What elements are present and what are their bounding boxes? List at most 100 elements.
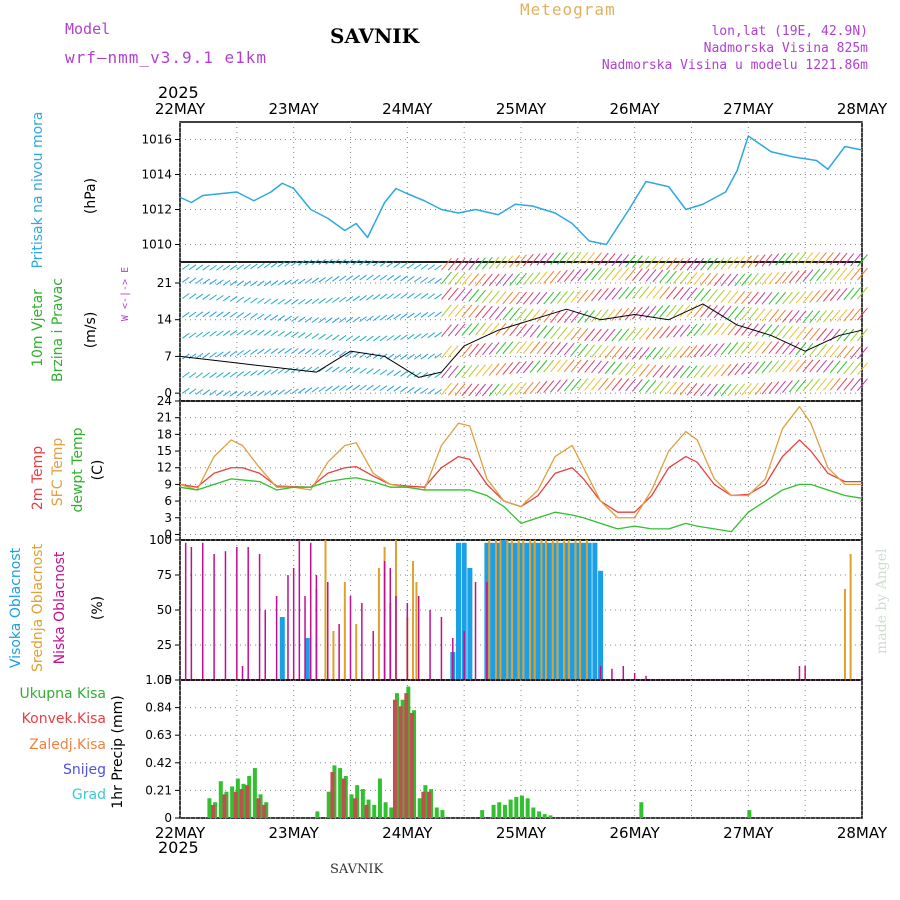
wind-barb: [570, 251, 582, 265]
wind-barb: [816, 268, 827, 282]
wind-barb: [447, 287, 459, 301]
wind-barb: [597, 267, 609, 281]
wind-barb: [366, 384, 374, 391]
wind-barb: [666, 381, 677, 395]
wind-barb: [686, 323, 698, 337]
cloud-bar: [574, 540, 577, 680]
wind-panel: 0 7 14 21: [157, 251, 868, 402]
cloud-bar: [575, 542, 581, 680]
wind-barb: [536, 359, 548, 373]
wind-barb: [550, 310, 561, 323]
wind-barb: [707, 364, 718, 378]
wind-barb: [277, 298, 286, 305]
wind-barb: [441, 287, 452, 300]
wind-barb: [850, 362, 862, 375]
wind-barb: [502, 273, 514, 287]
wind-barb: [481, 256, 493, 270]
cloud-bar: [507, 542, 513, 680]
cloud-bar: [324, 540, 327, 680]
wind-barb: [400, 292, 408, 299]
cloud-bar: [415, 582, 418, 680]
cloud-bar: [241, 666, 244, 680]
cloud-bar: [611, 668, 613, 680]
wind-barb: [495, 306, 507, 320]
wind-speed-line: [179, 303, 863, 378]
wind-barb: [556, 326, 568, 340]
wind-barb: [693, 288, 705, 301]
wind-barb: [604, 287, 616, 301]
wind-barb: [720, 290, 732, 303]
wind-barb: [393, 353, 401, 360]
y-tick-label: 1014: [141, 168, 172, 182]
wind-barb: [488, 342, 500, 355]
wind-barb: [570, 327, 582, 341]
wind-barb: [284, 315, 292, 322]
wind-barb: [734, 383, 746, 397]
wind-barb: [502, 362, 514, 375]
cloud-bar: [304, 638, 310, 680]
wind-barb: [645, 347, 657, 360]
wind-barb: [632, 327, 643, 341]
wind-barb: [250, 297, 258, 304]
wind-barb: [693, 272, 705, 286]
wind-barb: [488, 256, 500, 270]
wind-barb: [481, 342, 493, 356]
wind-barb: [468, 322, 480, 336]
wind-barb: [379, 314, 388, 321]
wind-barb: [822, 252, 834, 265]
wind-barb: [516, 382, 527, 396]
cloud-label-3: Niska Oblacnost: [52, 551, 68, 664]
wind-barb: [332, 334, 340, 341]
wind-barb: [597, 328, 609, 342]
pressure-label: Pritisak na nivou mora: [30, 111, 46, 268]
cloud-bar: [190, 547, 193, 680]
wind-barb: [775, 325, 786, 338]
wind-barb: [570, 359, 582, 373]
wind-barb: [297, 348, 306, 355]
cloud-bar: [440, 617, 443, 680]
wind-barb: [250, 263, 258, 270]
wind-barb: [386, 274, 395, 281]
wind-barb: [645, 326, 657, 340]
wind-barb: [768, 271, 780, 285]
wind-barb: [516, 308, 527, 321]
precip-bar: [537, 811, 542, 818]
wind-barb: [543, 309, 555, 323]
wind-barb: [795, 252, 807, 265]
cloud-bar: [488, 540, 491, 680]
wind-barb: [229, 280, 238, 286]
cloud-bar: [622, 666, 625, 680]
cloud-bar: [645, 675, 647, 680]
wind-barb: [829, 360, 841, 374]
wind-barb: [311, 277, 320, 284]
wind-barb: [659, 346, 671, 360]
wind-barb: [836, 377, 848, 391]
wind-barb: [468, 343, 480, 357]
wind-barb: [488, 383, 500, 397]
wind-barb: [604, 377, 616, 391]
wind-barb: [563, 378, 575, 392]
wind-barb: [468, 364, 480, 378]
wind-barb: [611, 378, 623, 391]
wind-barb: [181, 276, 190, 283]
wind-barb: [502, 341, 514, 355]
wind-barb: [700, 383, 711, 397]
wind-barb: [222, 371, 231, 378]
wind-barb: [222, 295, 231, 302]
cloud-bar: [412, 561, 415, 680]
wind-barb: [236, 349, 245, 356]
wind-barb: [686, 304, 698, 318]
wind-barb: [686, 287, 698, 301]
wind-barb: [291, 298, 299, 305]
wind-barb: [591, 267, 602, 281]
cloud-bar: [304, 596, 306, 680]
wind-barb: [543, 325, 555, 339]
wind-barb: [522, 292, 534, 305]
wind-barb: [618, 328, 630, 342]
precip-bar: [514, 796, 519, 818]
wind-barb: [632, 379, 643, 392]
wind-barb: [468, 273, 480, 286]
wind-barb: [236, 296, 245, 303]
wind-barb: [591, 309, 602, 323]
model-name: wrf—nmm_v3.9.1 e1km: [65, 48, 268, 67]
